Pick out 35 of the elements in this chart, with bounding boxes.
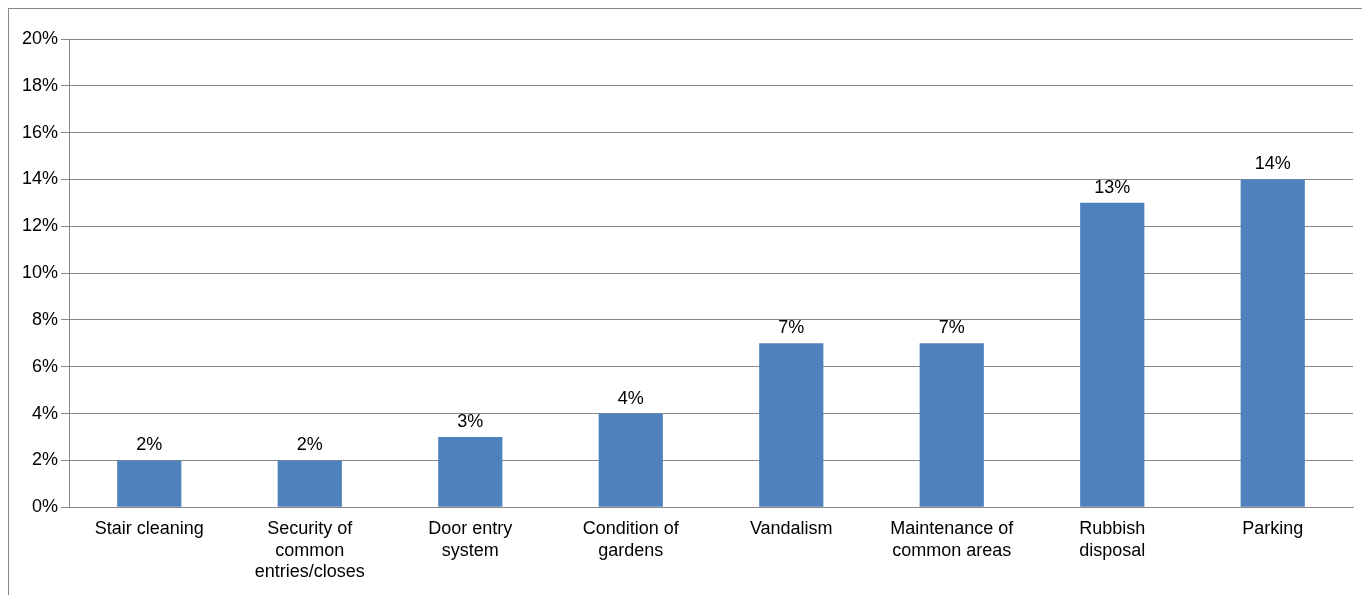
bar	[759, 343, 824, 507]
data-label: 2%	[136, 434, 163, 455]
bar	[277, 460, 342, 507]
bar	[438, 436, 503, 507]
data-label: 2%	[296, 434, 323, 455]
y-tick-label: 4%	[32, 402, 59, 423]
bar	[598, 413, 663, 507]
y-tick-label: 16%	[22, 121, 59, 142]
x-tick-label: Condition of gardens	[582, 517, 680, 560]
x-tick-label: Vandalism	[749, 517, 833, 538]
y-tick-label: 10%	[22, 262, 59, 283]
y-tick-label: 20%	[22, 27, 59, 48]
x-tick-label: Security of common entries/closes	[254, 517, 365, 582]
y-tick-label: 6%	[32, 355, 59, 376]
y-tick-label: 8%	[32, 308, 59, 329]
x-tick-label: Stair cleaning	[94, 517, 204, 538]
x-tick-label: Rubbish disposal	[1079, 517, 1146, 560]
bar	[1080, 202, 1145, 507]
y-tick-label: 12%	[22, 215, 59, 236]
bar	[117, 460, 182, 507]
data-label: 13%	[1094, 176, 1131, 197]
y-tick-label: 2%	[32, 449, 59, 470]
x-tick-label: Maintenance of common areas	[890, 517, 1015, 560]
x-tick-label: Parking	[1242, 517, 1304, 538]
data-label: 3%	[457, 410, 484, 431]
data-label: 7%	[778, 317, 805, 338]
data-label: 14%	[1254, 153, 1291, 174]
bar	[919, 343, 984, 507]
x-tick-label: Door entry system	[428, 517, 513, 560]
y-tick-label: 18%	[22, 74, 59, 95]
bar	[1240, 179, 1305, 507]
y-tick-label: 0%	[32, 496, 59, 517]
data-label: 7%	[938, 317, 965, 338]
y-tick-label: 14%	[22, 168, 59, 189]
data-label: 4%	[617, 387, 644, 408]
